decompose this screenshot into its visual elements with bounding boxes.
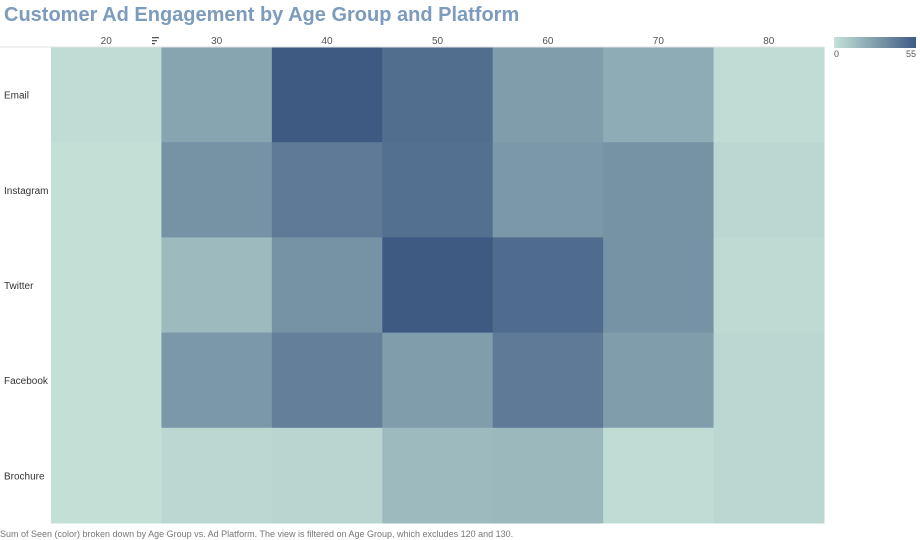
heatmap-cell-twitter-20[interactable] xyxy=(51,237,162,334)
heatmap-cell-email-30[interactable] xyxy=(161,47,273,143)
heatmap-cell-facebook-70[interactable] xyxy=(603,332,715,429)
heatmap-cell-instagram-40[interactable] xyxy=(271,142,383,238)
x-tick-label: 80 xyxy=(763,36,775,47)
heatmap-cell-email-40[interactable] xyxy=(271,47,383,143)
heatmap-cell-instagram-30[interactable] xyxy=(161,142,273,238)
heatmap-cell-twitter-50[interactable] xyxy=(382,237,494,334)
heatmap-cell-facebook-40[interactable] xyxy=(271,332,383,429)
heatmap-cell-brochure-80[interactable] xyxy=(713,427,825,524)
heatmap-cell-twitter-70[interactable] xyxy=(603,237,715,334)
heatmap-cell-instagram-80[interactable] xyxy=(713,142,825,238)
heatmap-cell-brochure-70[interactable] xyxy=(603,427,715,524)
y-tick-label: Instagram xyxy=(4,186,48,197)
heatmap-cell-facebook-60[interactable] xyxy=(492,332,604,429)
y-tick-label: Brochure xyxy=(4,471,45,482)
heatmap-cell-instagram-60[interactable] xyxy=(492,142,604,238)
heatmap-cell-brochure-60[interactable] xyxy=(492,427,604,524)
heatmap-cell-email-20[interactable] xyxy=(51,47,162,143)
legend-min-label: 0 xyxy=(834,49,840,59)
heatmap-cell-instagram-50[interactable] xyxy=(382,142,494,238)
heatmap-cell-facebook-20[interactable] xyxy=(51,332,162,429)
heatmap-cell-email-60[interactable] xyxy=(492,47,604,143)
heatmap-cell-facebook-30[interactable] xyxy=(161,332,273,429)
heatmap-cell-facebook-80[interactable] xyxy=(713,332,825,429)
y-tick-label: Facebook xyxy=(4,376,49,387)
color-legend-bar xyxy=(834,37,916,48)
heatmap-cell-twitter-80[interactable] xyxy=(713,237,825,334)
heatmap-cell-email-80[interactable] xyxy=(713,47,825,143)
axis-labels: 20 30 40 50 60 70 80 Email Instagram Twitter Faceb… xyxy=(4,36,775,482)
heatmap-cell-brochure-20[interactable] xyxy=(51,427,162,524)
legend-max-label: 55 xyxy=(906,49,917,59)
x-tick-label: 20 xyxy=(101,36,113,47)
x-tick-label: 40 xyxy=(322,36,334,47)
heatmap-cell-brochure-40[interactable] xyxy=(271,427,383,524)
heatmap-cell-twitter-30[interactable] xyxy=(161,237,273,334)
heatmap-cells xyxy=(51,47,825,524)
chart-caption: Sum of Seen (color) broken down by Age G… xyxy=(0,529,514,539)
sort-icon[interactable] xyxy=(152,37,159,45)
heatmap-cell-brochure-50[interactable] xyxy=(382,427,494,524)
y-tick-label: Email xyxy=(4,91,29,102)
heatmap-cell-instagram-70[interactable] xyxy=(603,142,715,238)
heatmap-cell-email-70[interactable] xyxy=(603,47,715,143)
heatmap-cell-twitter-40[interactable] xyxy=(271,237,383,334)
x-tick-label: 70 xyxy=(653,36,665,47)
heatmap-cell-instagram-20[interactable] xyxy=(51,142,162,238)
heatmap-cell-brochure-30[interactable] xyxy=(161,427,273,524)
chart-title: Customer Ad Engagement by Age Group and … xyxy=(4,4,520,26)
heatmap-cell-email-50[interactable] xyxy=(382,47,494,143)
heatmap-cell-facebook-50[interactable] xyxy=(382,332,494,429)
x-tick-label: 60 xyxy=(542,36,554,47)
heatmap-cell-twitter-60[interactable] xyxy=(492,237,604,334)
x-tick-label: 30 xyxy=(211,36,223,47)
y-tick-label: Twitter xyxy=(4,281,34,292)
x-tick-label: 50 xyxy=(432,36,444,47)
